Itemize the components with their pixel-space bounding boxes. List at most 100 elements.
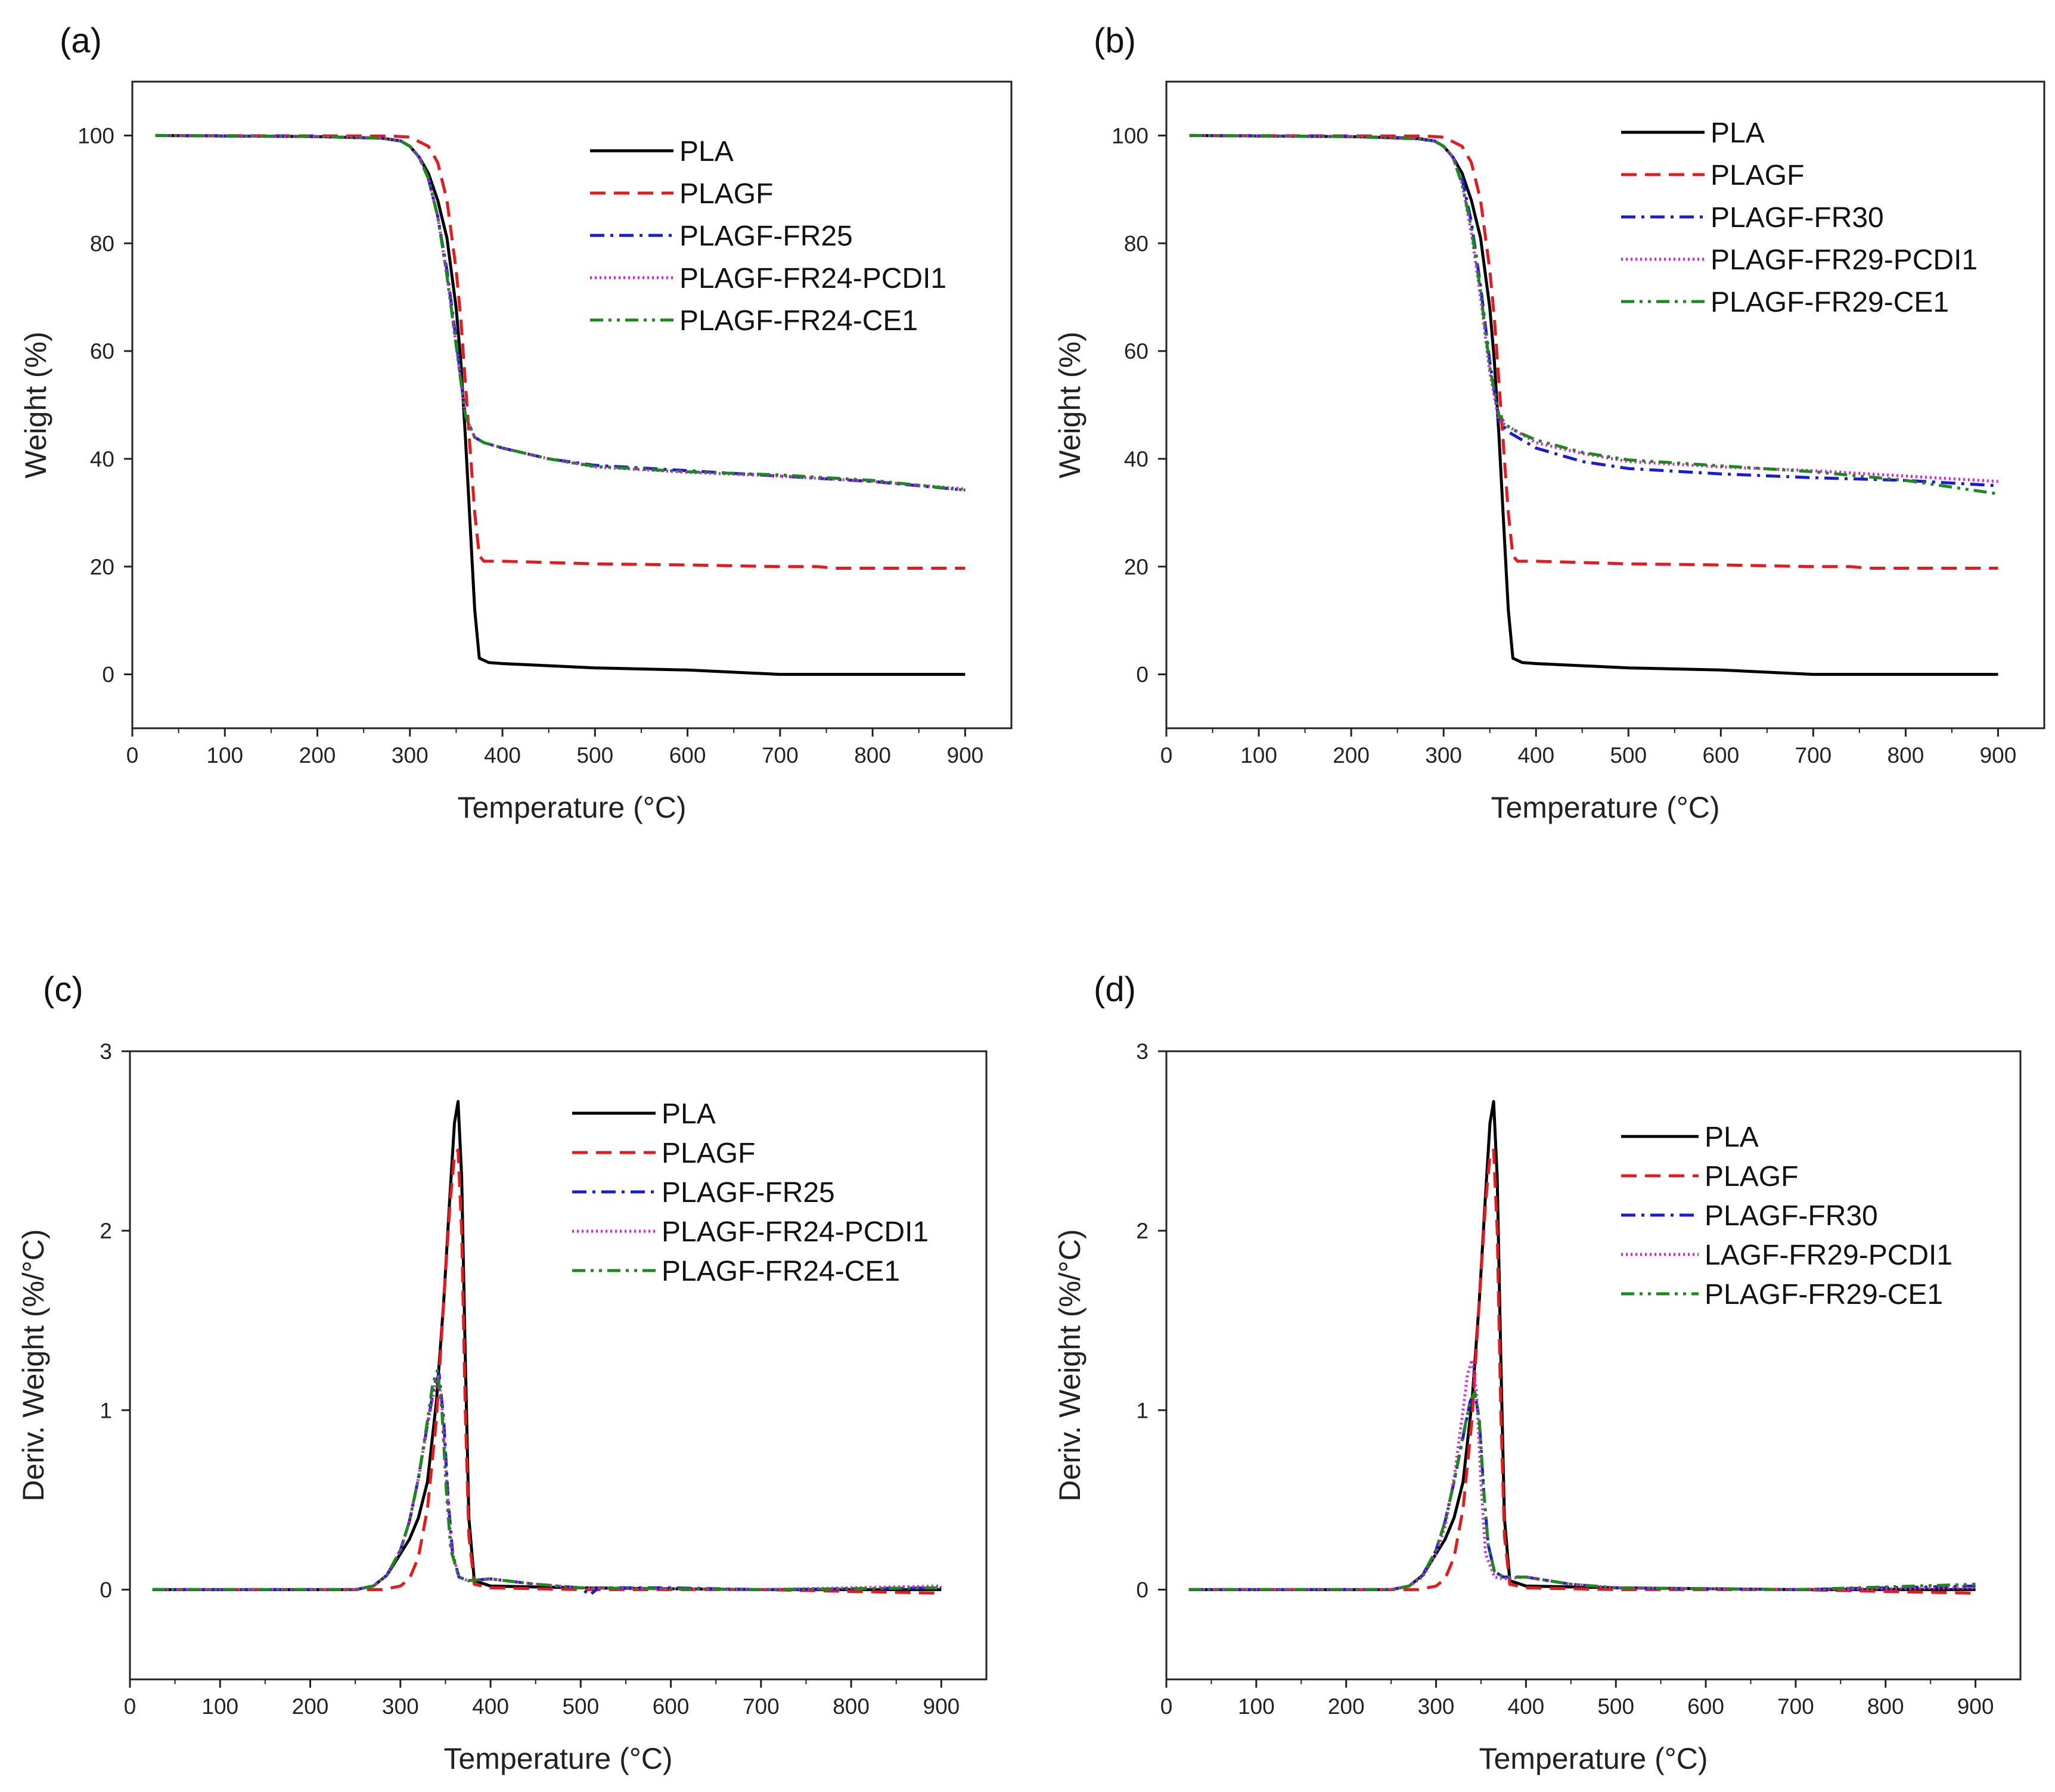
legend-label: PLA [1705,1122,1759,1153]
x-axis-title: Temperature (°C) [1491,791,1720,824]
y-axis-title: Deriv. Weight (%/°C) [17,1229,50,1501]
series-line-plagf-fr29-ce1 [1189,133,1998,496]
panel-label-a: (a) [60,21,102,60]
y-tick-label: 100 [77,123,114,148]
y-tick-label: 1 [1136,1398,1148,1423]
legend-label: PLAGF-FR24-CE1 [679,305,918,337]
y-axis-title: Weight (%) [19,331,52,478]
panel-c: (c) 0 100 200 300 400 500 600 700 800 900 0 1 2 3 Tempe… [17,970,988,1775]
x-tick-label: 700 [1795,743,1832,768]
series-line-plagf-fr29-ce1 [1188,1390,1976,1591]
x-tick-label: 0 [1160,743,1173,768]
legend-label: PLAGF-FR25 [662,1177,835,1209]
x-tick-label: 200 [1328,1694,1365,1719]
x-tick-label: 800 [833,1694,870,1719]
y-tick-label: 2 [100,1219,112,1243]
x-tick-label: 500 [1610,743,1647,768]
legend: PLA PLAGF PLAGF-FR30 LAGF-FR29-PCDI1 PLAGF-F… [1621,1122,1952,1310]
legend-label: PLAGF [1705,1161,1798,1192]
series-line-plagf [152,1148,942,1595]
legend-label: LAGF-FR29-PCDI1 [1705,1240,1952,1271]
panel-a: (a) 0 100 200 300 400 500 600 700 800 900 0 20 40 60 80… [19,21,1013,824]
legend: PLA PLAGF PLAGF-FR30 PLAGF-FR29-PCDI1 PLAGF-… [1621,117,1978,318]
legend-label: PLAGF-FR24-PCDI1 [662,1216,929,1248]
y-tick-label: 3 [1136,1039,1148,1064]
x-tick-label: 900 [923,1694,960,1719]
x-tick-label: 100 [1240,743,1277,768]
x-tick-label: 500 [1597,1694,1634,1719]
x-tick-label: 400 [1508,1694,1545,1719]
y-tick-label: 0 [100,1577,112,1602]
series-line-plagf [1189,133,1998,570]
x-tick-label: 100 [1238,1694,1275,1719]
legend-label: PLAGF-FR29-PCDI1 [1711,244,1978,276]
x-tick-label: 0 [126,743,139,768]
x-tick-label: 800 [1888,743,1924,768]
x-tick-label: 0 [124,1694,136,1719]
plot-frame [131,80,1013,729]
panel-b: (b) 0 100 200 300 400 500 600 700 800 900 0 20 40 60 80… [1053,21,2045,824]
x-tick-label: 700 [1777,1694,1814,1719]
y-tick-label: 3 [100,1039,112,1064]
y-tick-label: 1 [100,1398,112,1423]
y-tick-label: 0 [102,663,114,687]
legend-label: PLA [1711,117,1765,149]
series-line-plagf-fr25 [152,1372,942,1597]
plot-frame [129,1050,988,1681]
x-tick-label: 800 [854,743,891,768]
y-tick-label: 0 [1136,1577,1148,1602]
x-axis-title: Temperature (°C) [458,791,687,824]
legend-label: PLA [662,1098,716,1130]
y-tick-label: 80 [1124,231,1148,256]
panel-d: (d) 0 100 200 300 400 500 600 700 800 900 0 1 2 3 Tempe… [1053,970,2022,1775]
x-tick-label: 300 [1418,1694,1455,1719]
y-axis-title: Deriv. Weight (%/°C) [1053,1229,1087,1501]
x-tick-label: 700 [762,743,799,768]
legend-label: PLAGF-FR30 [1705,1200,1878,1232]
series-line-plagf [155,133,966,570]
x-tick-label: 300 [1425,743,1462,768]
legend-label: PLAGF [1711,160,1804,191]
x-tick-label: 900 [1957,1694,1994,1719]
x-tick-label: 500 [562,1694,599,1719]
x-tick-label: 600 [1687,1694,1724,1719]
x-tick-label: 100 [201,1694,238,1719]
y-tick-label: 20 [90,555,114,579]
legend: PLA PLAGF PLAGF-FR25 PLAGF-FR24-PCDI1 PLAGF-… [590,136,946,337]
x-tick-label: 400 [1517,743,1554,768]
x-tick-label: 800 [1867,1694,1904,1719]
plot-frame [1165,1050,2022,1681]
y-tick-label: 2 [1136,1219,1148,1243]
plot-frame [1165,80,2045,729]
panel-label-c: (c) [43,970,83,1009]
x-tick-label: 0 [1160,1694,1173,1719]
legend-label: PLAGF-FR24-PCDI1 [679,263,946,294]
legend-label: PLAGF-FR25 [679,220,853,252]
series-line-plagf-fr24-pcdi1 [152,1372,942,1591]
legend-label: PLAGF-FR29-CE1 [1711,287,1949,318]
y-tick-label: 100 [1112,123,1148,148]
legend-label: PLA [679,136,734,167]
x-axis-title: Temperature (°C) [444,1742,673,1775]
y-axis-title: Weight (%) [1053,331,1087,478]
y-tick-label: 40 [1124,447,1148,471]
legend-label: PLAGF [662,1138,755,1169]
x-tick-label: 700 [743,1694,780,1719]
y-tick-label: 60 [90,339,114,364]
legend-label: PLAGF-FR24-CE1 [662,1256,900,1287]
x-tick-label: 400 [472,1694,509,1719]
y-tick-label: 20 [1124,555,1148,579]
x-tick-label: 500 [576,743,613,768]
x-tick-label: 900 [1980,743,2017,768]
x-tick-label: 900 [947,743,984,768]
y-tick-label: 80 [90,231,114,256]
x-tick-label: 600 [653,1694,690,1719]
legend: PLA PLAGF PLAGF-FR25 PLAGF-FR24-PCDI1 PLAGF-… [572,1098,929,1287]
panel-label-d: (d) [1094,970,1136,1009]
x-tick-label: 100 [206,743,243,768]
x-tick-label: 200 [1333,743,1370,768]
x-tick-label: 300 [392,743,429,768]
series-line-lagf-fr29-pcdi1 [1188,1358,1976,1591]
